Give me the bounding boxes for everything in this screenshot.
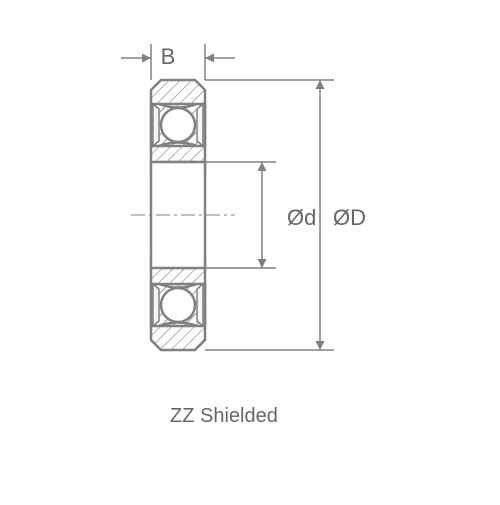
svg-text:Ød: Ød [287, 205, 316, 230]
svg-text:ØD: ØD [333, 205, 366, 230]
caption-text: ZZ Shielded [170, 405, 278, 428]
svg-text:B: B [161, 44, 176, 69]
